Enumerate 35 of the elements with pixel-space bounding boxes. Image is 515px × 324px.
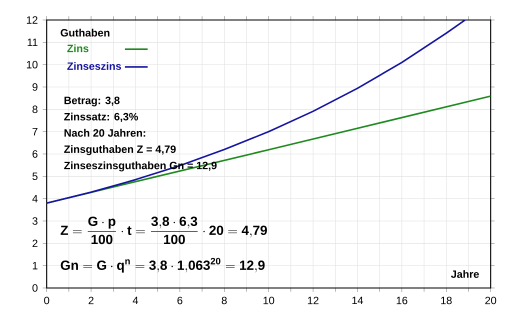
- x-tick-label: 4: [132, 296, 138, 304]
- x-tick-label: 8: [222, 296, 227, 304]
- annotation: $\mathbf{Z = \frac{G\cdot p}{100}\cdot t = \frac{3{,}8\cdot 6{,}3}{100}\cdot 20 = 4{,}79}$: [60, 216, 267, 244]
- annotation: Betrag: 3,8: [64, 96, 120, 106]
- annotation: Zinsguthaben Z = 4,79: [64, 145, 176, 156]
- y-tick-label: 8: [32, 106, 38, 114]
- x-tick-label: 10: [264, 296, 274, 304]
- x-tick-label: 20: [485, 296, 496, 304]
- x-tick-label: 18: [441, 296, 452, 304]
- y-tick-label: 7: [32, 128, 38, 136]
- legend-label: Zinseszins: [67, 62, 122, 70]
- y-tick-label: 10: [26, 60, 38, 68]
- x-axis-title: Jahre: [450, 270, 479, 278]
- y-tick-label: 6: [32, 150, 38, 158]
- x-tick-label: 2: [88, 296, 94, 304]
- annotation: Zinssatz: 6,3%: [64, 112, 138, 122]
- x-tick-label: 16: [396, 296, 408, 304]
- x-tick-label: 14: [352, 296, 364, 304]
- annotation: Nach 20 Jahren:: [64, 128, 146, 137]
- y-axis-title: Guthaben: [60, 28, 110, 37]
- y-tick-label: 9: [32, 83, 38, 91]
- text: Zins: [67, 44, 88, 52]
- y-tick-label: 11: [28, 38, 38, 46]
- y-tick-label: 5: [32, 172, 38, 180]
- y-tick-label: 12: [26, 16, 38, 24]
- x-tick-label: 0: [44, 296, 50, 304]
- x-tick-label: 12: [308, 296, 318, 304]
- line-series: [46, 20, 466, 204]
- y-tick-label: 4: [32, 194, 38, 202]
- y-tick-label: 2: [32, 240, 38, 248]
- y-tick-label: 1: [32, 262, 38, 270]
- y-tick-label: 3: [32, 217, 38, 225]
- y-tick-label: 0: [32, 284, 38, 292]
- annotation: $\mathbf{Gn = G\cdot q^{n} = 3{,}8\cdot 1{,}063^{20} = 12{,}9}$: [60, 258, 265, 273]
- x-tick-label: 6: [177, 296, 182, 304]
